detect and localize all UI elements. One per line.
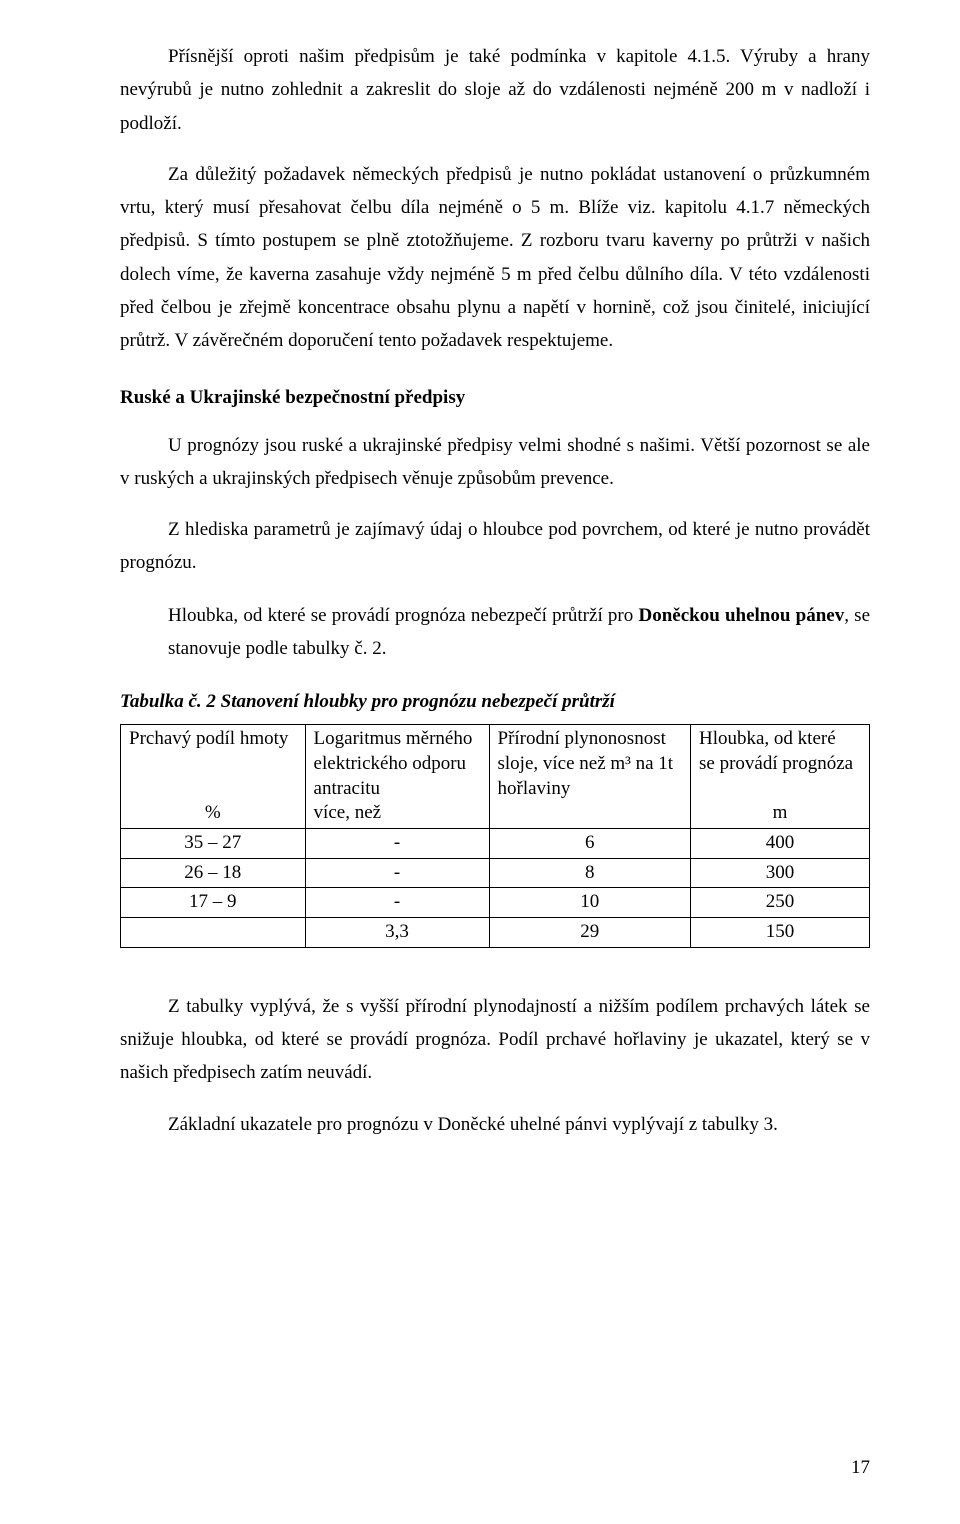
cell-r0c2: 6 <box>489 829 691 859</box>
table-header-col-0: Prchavý podíl hmoty % <box>121 725 306 829</box>
table-header-row: Prchavý podíl hmoty % Logaritmus měrného… <box>121 725 870 829</box>
page-number: 17 <box>851 1451 870 1484</box>
cell-r1c1: - <box>305 858 489 888</box>
cell-r0c3: 400 <box>691 829 870 859</box>
table-row: 17 – 9 - 10 250 <box>121 888 870 918</box>
cell-r0c0: 35 – 27 <box>121 829 306 859</box>
col3-line2: se provádí prognóza <box>699 753 853 774</box>
col1-unit: více, než <box>314 802 382 823</box>
table-row: 26 – 18 - 8 300 <box>121 858 870 888</box>
col2-line2: sloje, více než m³ na 1t <box>498 753 674 774</box>
cell-r2c3: 250 <box>691 888 870 918</box>
col1-line2: elektrického odporu <box>314 753 466 774</box>
table-row: 3,3 29 150 <box>121 918 870 948</box>
paragraph-2: Za důležitý požadavek německých předpisů… <box>120 158 870 358</box>
cell-r1c0: 26 – 18 <box>121 858 306 888</box>
paragraph-7: Základní ukazatele pro prognózu v Doněck… <box>120 1108 870 1141</box>
table-header-col-3: Hloubka, od které se provádí prognóza m <box>691 725 870 829</box>
cell-r2c1: - <box>305 888 489 918</box>
cell-r1c2: 8 <box>489 858 691 888</box>
col1-line1: Logaritmus měrného <box>314 728 473 749</box>
cell-r0c1: - <box>305 829 489 859</box>
table-caption: Tabulka č. 2 Stanovení hloubky pro progn… <box>120 685 870 718</box>
paragraph-5: Hloubka, od které se provádí prognóza ne… <box>168 599 870 666</box>
col3-line1: Hloubka, od které <box>699 728 836 749</box>
table-depth-prognosis: Prchavý podíl hmoty % Logaritmus měrného… <box>120 724 870 948</box>
cell-r3c2: 29 <box>489 918 691 948</box>
col3-unit: m <box>699 801 861 826</box>
cell-r3c0 <box>121 918 306 948</box>
document-page: Přísnější oproti našim předpisům je také… <box>0 0 960 1524</box>
col1-line3: antracitu <box>314 778 380 799</box>
table-row: 35 – 27 - 6 400 <box>121 829 870 859</box>
col0-line1: Prchavý podíl hmoty <box>129 728 288 749</box>
cell-r1c3: 300 <box>691 858 870 888</box>
paragraph-3: U prognózy jsou ruské a ukrajinské předp… <box>120 429 870 496</box>
cell-r2c0: 17 – 9 <box>121 888 306 918</box>
table-header-col-1: Logaritmus měrného elektrického odporu a… <box>305 725 489 829</box>
col0-unit: % <box>129 801 297 826</box>
col2-line1: Přírodní plynonosnost <box>498 728 666 749</box>
paragraph-4: Z hlediska parametrů je zajímavý údaj o … <box>120 513 870 580</box>
table-header-col-2: Přírodní plynonosnost sloje, více než m³… <box>489 725 691 829</box>
cell-r3c1: 3,3 <box>305 918 489 948</box>
paragraph-5-bold: Doněckou uhelnou pánev <box>638 605 844 626</box>
paragraph-1: Přísnější oproti našim předpisům je také… <box>120 40 870 140</box>
paragraph-6: Z tabulky vyplývá, že s vyšší přírodní p… <box>120 990 870 1090</box>
section-heading: Ruské a Ukrajinské bezpečnostní předpisy <box>120 381 870 414</box>
cell-r3c3: 150 <box>691 918 870 948</box>
paragraph-5-part-a: Hloubka, od které se provádí prognóza ne… <box>168 605 638 626</box>
col2-line3: hořlaviny <box>498 778 571 799</box>
cell-r2c2: 10 <box>489 888 691 918</box>
